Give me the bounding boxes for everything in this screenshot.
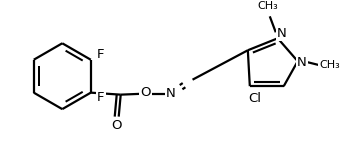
Text: CH₃: CH₃ xyxy=(319,60,340,70)
Text: CH₃: CH₃ xyxy=(257,1,278,11)
Text: F: F xyxy=(97,48,105,61)
Text: N: N xyxy=(166,87,175,100)
Text: N: N xyxy=(277,27,287,40)
Text: O: O xyxy=(112,119,122,132)
Text: O: O xyxy=(140,86,151,99)
Text: Cl: Cl xyxy=(248,92,261,105)
Text: F: F xyxy=(97,91,105,104)
Text: N: N xyxy=(297,56,307,69)
